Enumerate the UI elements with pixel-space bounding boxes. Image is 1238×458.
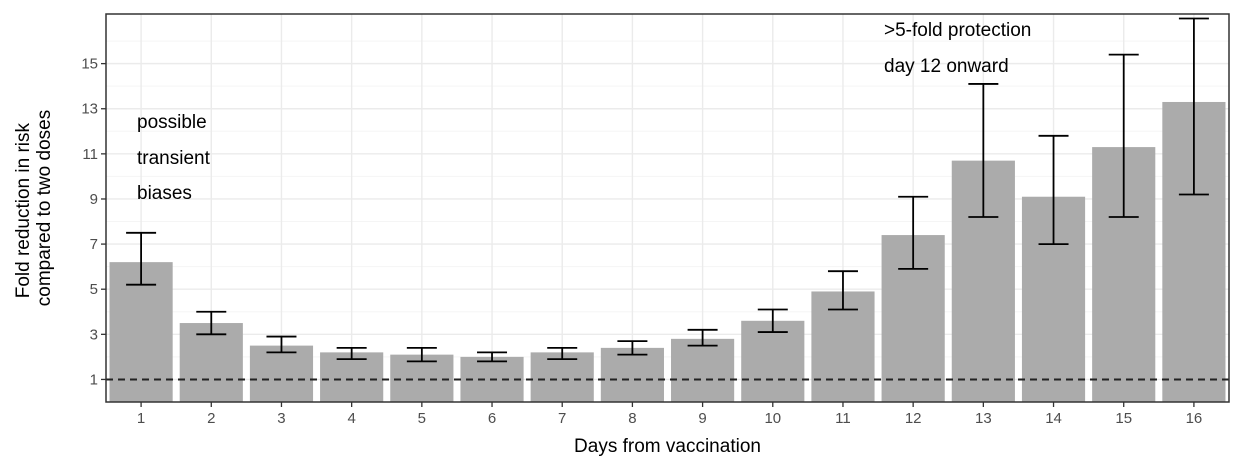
error-bars [126, 17, 1209, 363]
error-bar-day-9 [687, 328, 718, 347]
x-tick-label-9: 9 [698, 410, 706, 427]
error-bar-day-1 [126, 231, 157, 286]
bar-day-10 [741, 320, 805, 402]
x-tick-label-12: 12 [905, 410, 922, 427]
y-axis-title-line-1: Fold reduction in risk [13, 122, 34, 298]
bar-day-4 [320, 352, 384, 402]
bar-day-8 [600, 347, 664, 402]
bar-day-7 [530, 352, 594, 402]
error-bar-day-2 [196, 310, 227, 336]
x-tick-label-15: 15 [1115, 410, 1132, 427]
annotation-protection-line-2: day 12 onward [884, 56, 1009, 77]
x-axis-ticks: 1 2 3 4 5 6 7 8 9 10 11 12 13 14 15 16 [137, 402, 1202, 427]
error-bar-day-10 [757, 308, 788, 333]
x-tick-label-3: 3 [277, 410, 285, 427]
x-tick-label-11: 11 [835, 410, 851, 427]
bar-day-3 [249, 345, 314, 402]
x-tick-label-1: 1 [137, 410, 145, 427]
error-bar-day-3 [266, 335, 297, 354]
y-axis-title: Fold reduction in risk compared to two d… [13, 110, 55, 306]
annotation-biases-line-3: biases [137, 183, 192, 204]
error-bar-day-6 [477, 351, 508, 363]
error-bar-day-7 [547, 346, 578, 361]
x-axis-title: Days from vaccination [574, 436, 761, 457]
bar-day-2 [179, 323, 243, 402]
error-bar-day-14 [1038, 134, 1069, 245]
error-bar-day-16 [1178, 17, 1209, 196]
annotation-biases-line-1: possible [137, 112, 207, 133]
y-tick-label-1: 1 [90, 371, 98, 388]
error-bar-day-15 [1108, 53, 1139, 218]
y-axis-title-line-2: compared to two doses [34, 110, 55, 306]
error-bar-day-11 [827, 270, 858, 311]
x-tick-label-5: 5 [418, 410, 426, 427]
x-tick-label-8: 8 [628, 410, 636, 427]
y-tick-label-7: 7 [90, 236, 98, 253]
panel-border [105, 13, 1230, 403]
y-tick-label-5: 5 [90, 281, 98, 298]
x-tick-label-10: 10 [764, 410, 781, 427]
error-bar-day-4 [336, 346, 367, 361]
x-tick-label-14: 14 [1045, 410, 1062, 427]
error-bar-day-5 [406, 346, 437, 363]
x-tick-label-6: 6 [488, 410, 496, 427]
x-tick-label-16: 16 [1186, 410, 1203, 427]
y-tick-label-15: 15 [81, 56, 98, 73]
y-tick-label-13: 13 [81, 101, 98, 118]
annotation-protection-line-1: >5-fold protection [884, 20, 1031, 41]
x-tick-label-13: 13 [975, 410, 992, 427]
y-tick-label-3: 3 [90, 326, 98, 343]
annotation-biases-line-2: transient [137, 148, 211, 169]
y-tick-label-11: 11 [82, 146, 98, 163]
error-bar-day-8 [617, 340, 648, 356]
x-tick-label-2: 2 [207, 410, 215, 427]
bar-day-9 [671, 338, 735, 402]
error-bar-day-13 [968, 83, 999, 218]
x-tick-label-7: 7 [558, 410, 566, 427]
x-tick-label-4: 4 [347, 410, 355, 427]
y-tick-label-9: 9 [90, 191, 98, 208]
error-bar-day-12 [898, 195, 929, 270]
bar-day-5 [390, 354, 454, 402]
